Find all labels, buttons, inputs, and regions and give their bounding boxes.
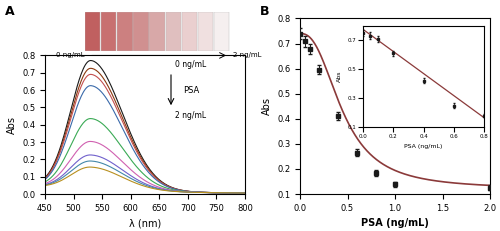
X-axis label: λ (nm): λ (nm): [129, 218, 161, 228]
Text: 2 ng/mL: 2 ng/mL: [175, 111, 206, 120]
Bar: [101, 12, 116, 51]
Text: 0 ng/mL: 0 ng/mL: [56, 52, 85, 58]
Text: 2 ng/mL: 2 ng/mL: [233, 52, 262, 58]
Bar: [166, 12, 181, 51]
Y-axis label: Abs: Abs: [6, 116, 16, 134]
Bar: [85, 12, 100, 51]
Bar: [134, 12, 148, 51]
Text: B: B: [260, 5, 270, 18]
X-axis label: PSA (ng/mL): PSA (ng/mL): [361, 218, 429, 228]
Bar: [198, 12, 213, 51]
Bar: [150, 12, 164, 51]
Bar: [214, 12, 229, 51]
Text: A: A: [5, 5, 15, 18]
Y-axis label: Abs: Abs: [262, 97, 272, 115]
Text: 0 ng/mL: 0 ng/mL: [175, 60, 206, 69]
Bar: [117, 12, 132, 51]
Text: PSA: PSA: [183, 86, 199, 94]
Bar: [182, 12, 197, 51]
